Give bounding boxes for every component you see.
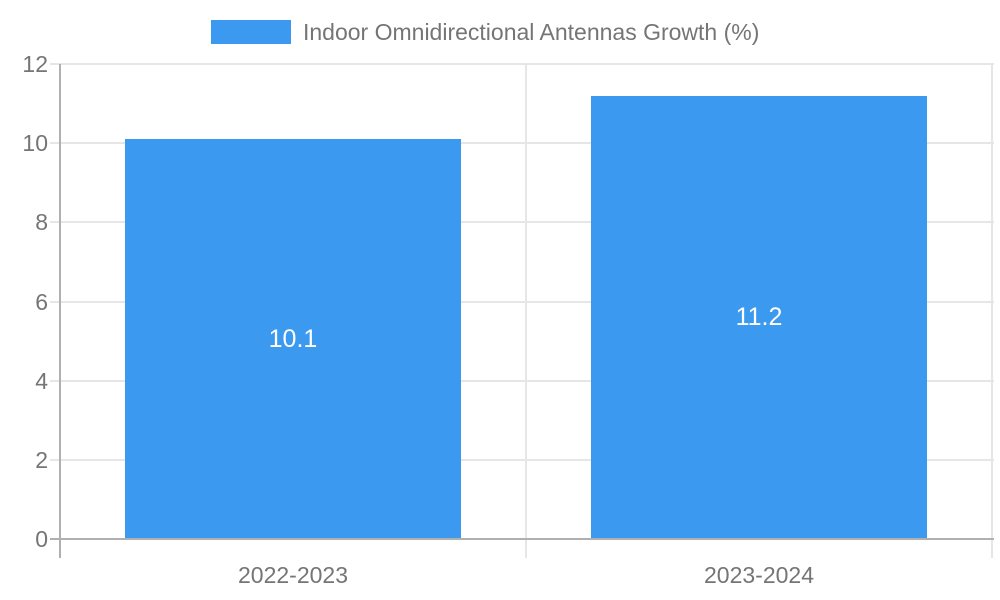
y-axis-tick [50,63,60,65]
y-axis-line [59,64,61,558]
gridline [60,300,994,303]
legend-swatch [211,20,291,44]
gridline [60,458,994,461]
y-axis-tick [50,221,60,224]
y-axis-tick-label: 10 [22,130,48,157]
y-axis-tick [50,538,60,540]
y-axis-tick [50,300,60,303]
bar[interactable] [125,139,461,539]
chart-legend[interactable]: Indoor Omnidirectional Antennas Growth (… [211,18,759,46]
y-axis-tick [50,458,60,461]
y-axis-tick-label: 6 [35,288,48,315]
x-axis-category-label: 2022-2023 [238,562,348,588]
y-axis-tick-label: 8 [35,209,48,236]
x-axis-category-label: 2023-2024 [704,562,814,588]
y-axis-tick-label: 12 [22,51,48,77]
y-axis-tick [50,379,60,382]
plot-border-right [991,64,993,558]
gridline [60,142,994,145]
bar-value-label: 11.2 [735,303,783,332]
y-axis-tick-label: 0 [35,526,48,552]
y-axis-tick-label: 4 [35,367,48,394]
gridline [60,63,994,65]
gridline [60,379,994,382]
y-axis-tick [50,142,60,145]
bar[interactable] [591,95,927,539]
gridline [60,221,994,224]
category-boundary-line [525,64,527,558]
x-axis-baseline [60,538,994,540]
legend-label: Indoor Omnidirectional Antennas Growth (… [303,19,760,45]
y-axis-tick-label: 2 [35,446,48,473]
bar-value-label: 10.1 [268,325,318,354]
